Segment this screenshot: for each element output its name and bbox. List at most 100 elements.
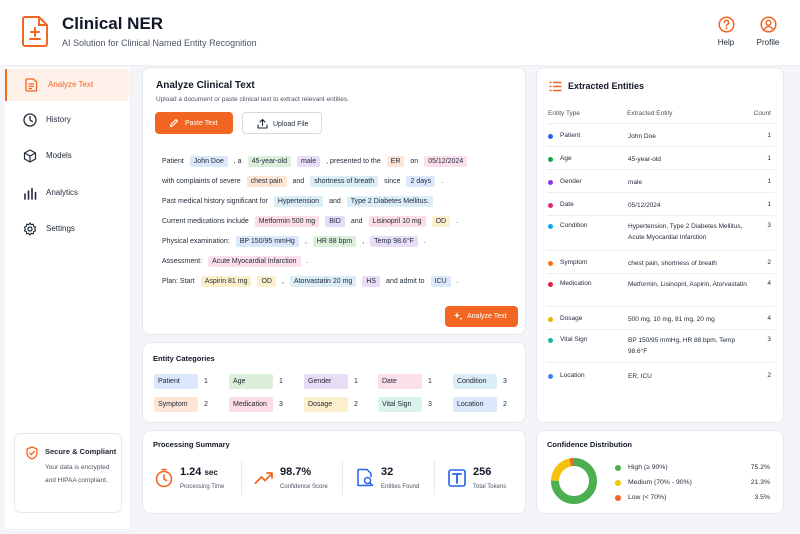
entity-tag-patient[interactable]: 2 days	[406, 175, 436, 187]
entity-value: Metformin, Lisinopril, Aspirin, Atorvast…	[628, 281, 747, 288]
entity-tag-condition[interactable]: Atorvastatin 20 mg	[289, 275, 357, 287]
table-row[interactable]: Vital Sign BP 150/95 mmHg, HR 88 bpm, Tem…	[547, 329, 775, 362]
entity-tag-gender[interactable]: male	[296, 155, 321, 167]
category-vital[interactable]: Vital Sign 3	[378, 397, 438, 412]
stat-value: 256	[473, 466, 492, 478]
entity-tag-gender[interactable]: BID	[325, 215, 345, 227]
legend-item: Medium (70% - 90%) 21.3%	[615, 479, 770, 489]
category-location[interactable]: Location 2	[453, 397, 513, 412]
entity-tag-condition[interactable]: Hypertension	[273, 195, 324, 207]
table-row[interactable]: Medication Metformin, Lisinopril, Aspirin…	[547, 273, 775, 306]
entity-tag-gender[interactable]: HS	[362, 275, 381, 287]
entity-color-dot	[548, 282, 553, 287]
profile-icon	[748, 16, 788, 33]
entity-tag-age[interactable]: 45-year-old	[247, 155, 291, 167]
text-span: with complaints of severe	[162, 177, 241, 185]
table-row[interactable]: Patient John Doe 1	[547, 123, 775, 146]
text-span: .	[423, 237, 426, 245]
entity-count: 4	[767, 280, 771, 287]
list-icon	[549, 81, 562, 92]
entity-color-dot	[548, 180, 553, 185]
text-span: .	[456, 217, 459, 225]
category-condition[interactable]: Condition 3	[453, 374, 513, 389]
entity-count: 3	[767, 336, 771, 343]
entity-type: Gender	[560, 178, 582, 185]
entity-tag-gender[interactable]: Temp 98.6°F	[370, 235, 418, 247]
category-count: 2	[354, 401, 358, 408]
table-row[interactable]: Condition Hypertension, Type 2 Diabetes M…	[547, 215, 775, 250]
entity-count: 1	[767, 201, 771, 208]
stat-value: 98.7%	[280, 466, 312, 478]
sidebar-item-label: Models	[46, 151, 72, 160]
table-row[interactable]: Symptom chest pain, shortness of breath 2	[547, 250, 775, 273]
entity-color-dot	[548, 261, 553, 266]
timer-icon	[154, 468, 174, 488]
analyze-text-button[interactable]: Analyze Text	[445, 306, 518, 327]
entity-type: Patient	[560, 132, 581, 139]
entity-tag-patient[interactable]: ICU	[430, 275, 451, 287]
upload-file-button[interactable]: Upload File	[242, 112, 322, 134]
table-row[interactable]: Location ER, ICU 2	[547, 362, 775, 387]
gear-icon	[23, 222, 37, 236]
sidebar-item-history[interactable]: History	[5, 104, 129, 136]
category-label: Dosage	[304, 397, 348, 412]
category-date[interactable]: Date 1	[378, 374, 438, 389]
column-header-entity-type: Entity Type	[548, 110, 581, 117]
category-patient[interactable]: Patient 1	[154, 374, 214, 389]
category-label: Condition	[453, 374, 497, 389]
entity-tag-patient[interactable]: John Doe	[189, 155, 228, 167]
table-row[interactable]: Date 05/12/2024 1	[547, 192, 775, 215]
entity-tag-medication[interactable]: Metformin 500 mg	[254, 215, 320, 227]
entity-value: John Doe	[628, 133, 656, 140]
clinical-text-line: with complaints of severe chest pain and sh…	[162, 174, 449, 188]
summary-title: Processing Summary	[153, 440, 230, 449]
text-span: .	[306, 257, 309, 265]
table-row[interactable]: Age 45-year-old 1	[547, 146, 775, 169]
entity-tag-condition[interactable]: shortness of breath	[310, 175, 379, 187]
entity-tag-symptom[interactable]: chest pain	[246, 175, 287, 187]
stat-label: Processing Time	[180, 484, 225, 490]
text-span: since	[384, 177, 401, 185]
clinical-text-line: Patient John Doe , a 45-year-old male , prese…	[162, 154, 473, 168]
entity-color-dot	[548, 203, 553, 208]
entity-tag-dosage[interactable]: OD	[257, 275, 276, 287]
confidence-donut-chart	[551, 458, 597, 504]
entity-tag-condition[interactable]: Type 2 Diabetes Mellitus.	[346, 195, 433, 207]
table-row[interactable]: Dosage 500 mg, 10 mg, 81 mg, 20 mg 4	[547, 306, 775, 329]
profile-button[interactable]: Profile	[748, 16, 788, 47]
entity-count: 1	[767, 178, 771, 185]
paste-text-button[interactable]: Paste Text	[155, 112, 233, 134]
sidebar-item-settings[interactable]: Settings	[5, 213, 129, 245]
category-age[interactable]: Age 1	[229, 374, 289, 389]
entity-tag-symptom[interactable]: ER	[386, 155, 405, 167]
text-span: Assessment:	[162, 257, 203, 265]
entity-tag-patient[interactable]: BP 150/95 mmHg	[235, 235, 299, 247]
app-title: Clinical NER	[62, 14, 164, 33]
entity-tag-date[interactable]: Acute Myocardial Infarction	[208, 255, 301, 267]
entity-tag-age[interactable]: HR 88 bpm	[312, 235, 357, 247]
category-dosage[interactable]: Dosage 2	[304, 397, 364, 412]
sidebar-item-models[interactable]: Models	[5, 140, 129, 172]
text-span: on	[410, 157, 419, 165]
category-gender[interactable]: Gender 1	[304, 374, 364, 389]
category-medication[interactable]: Medication 3	[229, 397, 289, 412]
text-span: Current medications include	[162, 217, 249, 225]
text-span: Plan: Start	[162, 277, 195, 285]
entity-tag-medication[interactable]: Lisinopril 10 mg	[368, 215, 426, 227]
help-button[interactable]: Help	[706, 16, 746, 47]
legend-item: Low (< 70%) 3.5%	[615, 494, 770, 504]
table-row[interactable]: Gender male 1	[547, 169, 775, 192]
entity-tag-date[interactable]: 05/12/2024	[424, 155, 468, 167]
category-label: Age	[229, 374, 273, 389]
category-symptom[interactable]: Symptom 2	[154, 397, 214, 412]
document-search-icon	[355, 468, 375, 488]
entity-tag-dosage[interactable]: OD	[431, 215, 451, 227]
sidebar-item-analyze-text[interactable]: Analyze Text	[5, 69, 129, 101]
category-count: 1	[428, 378, 432, 385]
category-count: 3	[279, 401, 283, 408]
sidebar-item-analytics[interactable]: Analytics	[5, 177, 129, 209]
cube-icon	[23, 149, 37, 163]
entity-color-dot	[548, 338, 553, 343]
entity-tag-dosage[interactable]: Aspirin 81 mg	[200, 275, 252, 287]
entity-count: 1	[767, 132, 771, 139]
